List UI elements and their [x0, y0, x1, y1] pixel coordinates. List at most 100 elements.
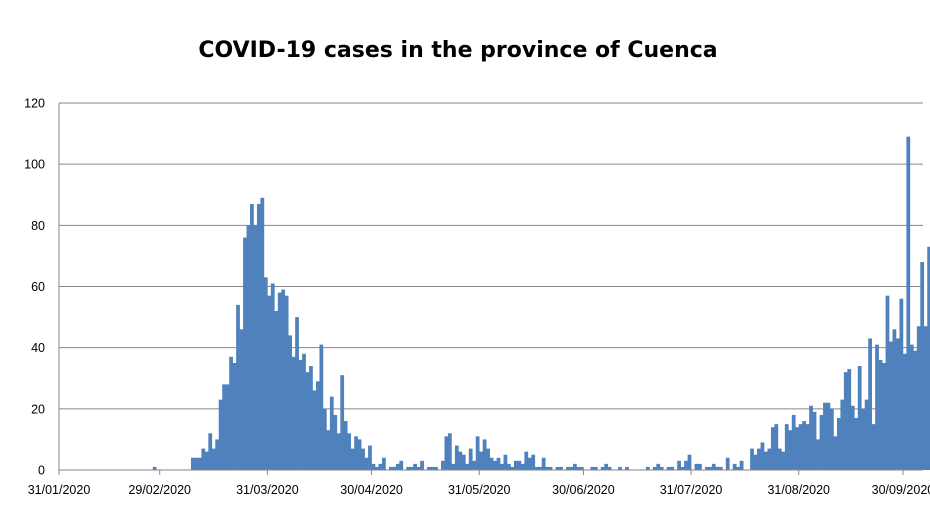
bar — [861, 408, 866, 470]
bar — [784, 424, 789, 471]
bar — [895, 338, 900, 470]
bar — [520, 463, 525, 470]
bar — [677, 460, 681, 470]
bar — [871, 424, 876, 471]
bar — [493, 460, 497, 470]
x-tick-label: 31/08/2020 — [767, 483, 830, 497]
bar — [736, 466, 741, 470]
bar — [399, 460, 404, 470]
x-tick-label: 29/02/2020 — [128, 483, 191, 497]
y-axis-tick-labels: 0 20 40 60 80 100 120 — [24, 97, 45, 478]
bar — [927, 246, 930, 470]
bar — [864, 399, 869, 470]
bar — [222, 384, 226, 470]
bar — [656, 463, 661, 470]
bar — [725, 457, 730, 470]
bar — [836, 418, 841, 470]
axes — [58, 103, 923, 471]
bar — [447, 433, 452, 470]
bar — [534, 466, 539, 470]
bar — [923, 326, 928, 470]
bar — [704, 466, 709, 470]
bar — [906, 136, 911, 470]
bar — [916, 326, 921, 470]
bar — [243, 237, 247, 470]
x-tick-label: 31/01/2020 — [28, 483, 91, 497]
bar — [361, 448, 365, 470]
bar — [538, 466, 543, 470]
bar — [190, 457, 195, 470]
bar — [816, 439, 820, 470]
bar — [503, 454, 508, 470]
bar — [920, 262, 925, 470]
bar — [670, 466, 675, 470]
bar — [201, 448, 206, 470]
bar — [260, 197, 265, 470]
bar — [197, 457, 202, 470]
bar — [579, 466, 584, 470]
bar — [830, 408, 834, 470]
bar — [350, 448, 355, 470]
bar — [559, 466, 563, 470]
chart-title: COVID-19 cases in the province of Cuenca — [198, 38, 718, 63]
bar — [607, 466, 612, 470]
bar — [333, 414, 338, 470]
bar — [496, 457, 501, 470]
bar — [329, 396, 334, 470]
y-tick-label: 20 — [31, 402, 45, 416]
bar — [875, 344, 879, 470]
bar — [413, 463, 418, 470]
bar — [878, 359, 883, 470]
bar — [444, 436, 449, 470]
bar — [253, 225, 258, 470]
bar — [246, 225, 251, 470]
bar — [659, 466, 664, 470]
bar — [347, 433, 352, 470]
bar — [343, 421, 348, 470]
bar — [600, 466, 605, 470]
bar — [847, 369, 852, 470]
bar — [899, 298, 904, 470]
bar — [416, 466, 421, 470]
bar — [277, 292, 282, 470]
bar — [715, 466, 720, 470]
bar — [850, 405, 855, 470]
bar — [882, 362, 886, 470]
x-tick-label: 30/09/2020 — [872, 483, 930, 497]
bar — [708, 466, 713, 470]
bar — [305, 372, 310, 470]
bar — [840, 399, 845, 470]
bar — [458, 451, 463, 470]
bar — [465, 463, 470, 470]
y-tick-label: 120 — [24, 97, 45, 111]
x-tick-label: 31/05/2020 — [448, 483, 511, 497]
bar — [812, 411, 817, 470]
bar — [482, 439, 487, 470]
bar — [694, 463, 699, 470]
bar — [753, 454, 758, 470]
y-tick-label: 40 — [31, 341, 45, 355]
bar — [371, 463, 376, 470]
bar — [388, 466, 393, 470]
bar — [364, 457, 369, 470]
bar — [805, 424, 810, 471]
bar — [618, 466, 622, 470]
bar — [451, 463, 456, 470]
bar — [593, 466, 598, 470]
bar — [802, 421, 806, 470]
bar — [225, 384, 230, 470]
bar — [288, 335, 292, 470]
x-tick-label: 30/06/2020 — [552, 483, 615, 497]
gridlines — [59, 102, 923, 410]
bar — [767, 448, 772, 470]
bar — [788, 430, 793, 470]
bar — [239, 329, 244, 470]
y-tick-label: 80 — [31, 219, 45, 233]
bar — [475, 436, 480, 470]
bar — [302, 353, 306, 470]
bar — [833, 436, 838, 470]
bar — [298, 359, 303, 470]
bar — [750, 448, 754, 470]
bar — [281, 289, 286, 470]
bar — [232, 362, 237, 470]
